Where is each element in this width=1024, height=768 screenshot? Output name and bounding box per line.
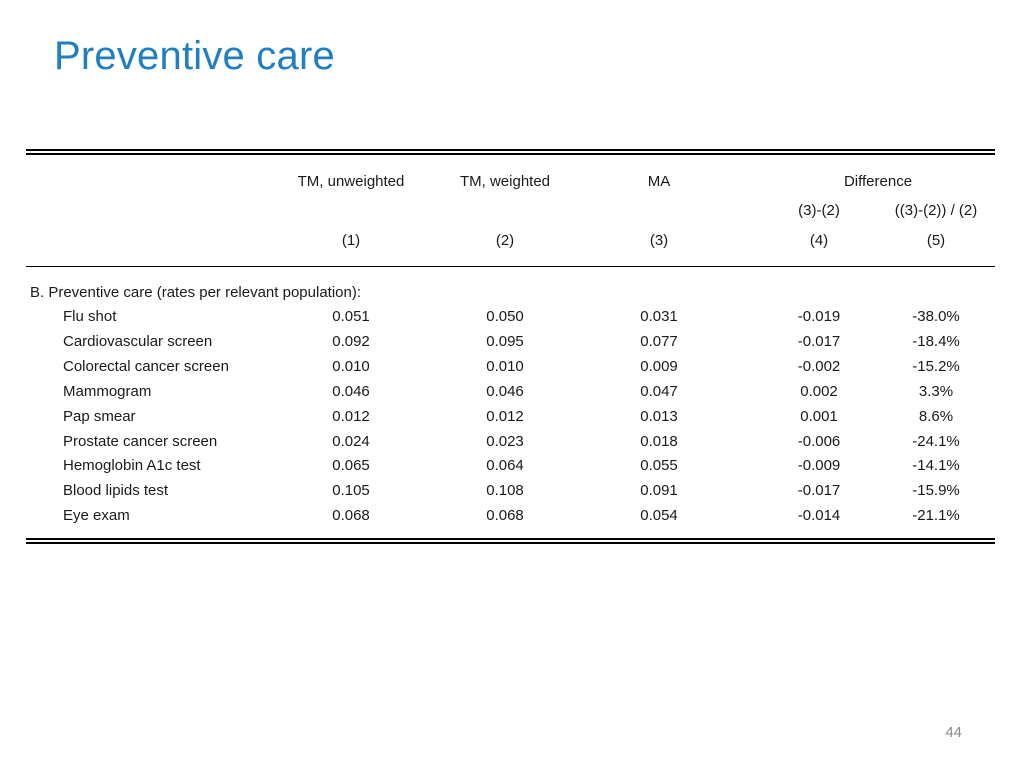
cell-tm-unweighted: 0.105	[332, 482, 370, 500]
cell-tm-weighted: 0.046	[486, 382, 524, 400]
row-label: Flu shot	[63, 308, 117, 325]
cell-diff-abs: -0.002	[797, 357, 841, 375]
cell-tm-weighted: 0.023	[486, 432, 524, 450]
cell-diff-abs: 0.001	[800, 407, 838, 425]
row-label: Prostate cancer screen	[63, 432, 218, 450]
cell-diff-pct: 8.6%	[918, 407, 954, 425]
cell-diff-abs: -0.006	[797, 432, 841, 450]
cell-tm-unweighted: 0.068	[332, 507, 370, 525]
header-num-3: (3)	[649, 232, 669, 249]
table-top-rule-2	[26, 153, 995, 155]
cell-tm-unweighted: 0.092	[332, 332, 370, 350]
cell-tm-weighted: 0.068	[486, 507, 524, 525]
row-label: Hemoglobin A1c test	[63, 457, 201, 475]
table-top-rule-1	[26, 149, 995, 151]
cell-tm-unweighted: 0.065	[332, 457, 370, 475]
cell-tm-unweighted: 0.012	[332, 407, 370, 425]
cell-diff-pct: -24.1%	[912, 432, 960, 450]
cell-tm-weighted: 0.050	[486, 308, 524, 325]
cell-ma: 0.047	[640, 382, 678, 400]
header-sub-diff-abs: (3)-(2)	[798, 202, 840, 219]
table-bottom-rule-1	[26, 538, 995, 540]
cell-ma: 0.018	[640, 432, 678, 450]
cell-tm-unweighted: 0.024	[332, 432, 370, 450]
cell-tm-weighted: 0.012	[486, 407, 524, 425]
cell-ma: 0.031	[640, 308, 678, 325]
cell-diff-pct: -38.0%	[912, 308, 960, 325]
cell-ma: 0.013	[640, 407, 678, 425]
cell-ma: 0.091	[640, 482, 678, 500]
section-label: B. Preventive care (rates per relevant p…	[30, 284, 362, 301]
header-tm-weighted: TM, weighted	[459, 173, 551, 190]
cell-diff-abs: 0.002	[800, 382, 838, 400]
header-sub-diff-pct: ((3)-(2)) / (2)	[894, 202, 978, 219]
header-ma: MA	[647, 173, 671, 190]
header-difference: Difference	[843, 173, 913, 190]
cell-diff-pct: -14.1%	[912, 457, 960, 475]
cell-ma: 0.055	[640, 457, 678, 475]
row-label: Blood lipids test	[63, 482, 169, 500]
row-label: Pap smear	[63, 407, 136, 425]
header-num-4: (4)	[809, 232, 829, 249]
cell-diff-abs: -0.019	[797, 308, 841, 325]
cell-tm-unweighted: 0.010	[332, 357, 370, 375]
cell-ma: 0.009	[640, 357, 678, 375]
cell-tm-weighted: 0.095	[486, 332, 524, 350]
cell-diff-pct: -15.2%	[912, 357, 960, 375]
cell-tm-unweighted: 0.046	[332, 382, 370, 400]
header-num-2: (2)	[495, 232, 515, 249]
cell-diff-pct: -18.4%	[912, 332, 960, 350]
row-label: Colorectal cancer screen	[63, 357, 229, 375]
header-num-5: (5)	[926, 232, 946, 249]
table-bottom-rule-2	[26, 542, 995, 544]
cell-ma: 0.077	[640, 332, 678, 350]
cell-diff-pct: -21.1%	[912, 507, 960, 525]
header-tm-unweighted: TM, unweighted	[297, 173, 405, 190]
cell-diff-pct: 3.3%	[918, 382, 954, 400]
cell-diff-abs: -0.014	[797, 507, 841, 525]
page-number: 44	[945, 724, 962, 741]
slide-title: Preventive care	[54, 34, 335, 78]
cell-ma: 0.054	[640, 507, 678, 525]
header-bottom-rule	[26, 266, 995, 267]
cell-tm-unweighted: 0.051	[332, 308, 370, 325]
row-label: Eye exam	[63, 507, 130, 525]
cell-diff-abs: -0.017	[797, 332, 841, 350]
cell-diff-pct: -15.9%	[912, 482, 960, 500]
cell-tm-weighted: 0.108	[486, 482, 524, 500]
header-num-1: (1)	[341, 232, 361, 249]
cell-diff-abs: -0.017	[797, 482, 841, 500]
cell-tm-weighted: 0.064	[486, 457, 524, 475]
row-label: Mammogram	[63, 382, 152, 400]
cell-tm-weighted: 0.010	[486, 357, 524, 375]
row-label: Cardiovascular screen	[63, 332, 213, 350]
cell-diff-abs: -0.009	[797, 457, 841, 475]
